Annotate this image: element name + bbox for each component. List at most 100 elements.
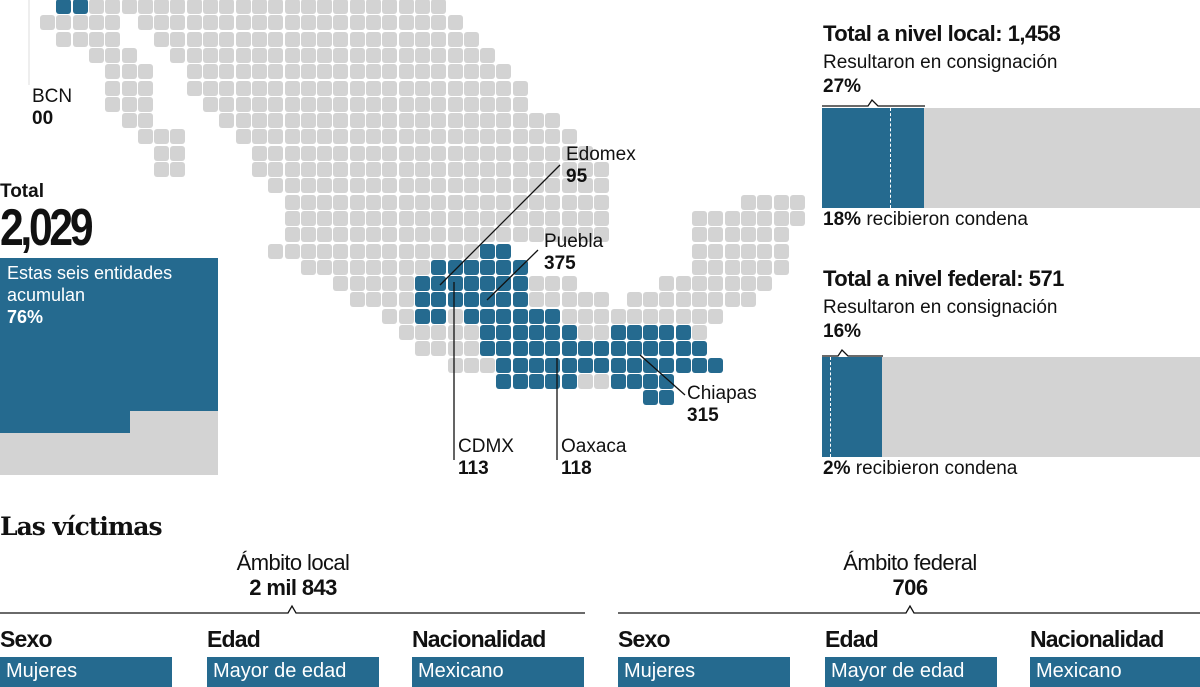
map-tile [268,80,284,96]
map-tile [235,15,251,31]
map-tile [349,129,365,145]
highlight-tile [659,390,675,406]
map-tile [300,31,316,47]
map-tile [268,162,284,177]
federal-consign-pct: 16% [823,321,862,342]
map-tile [496,194,512,210]
map-tile [203,47,218,63]
map-tile [577,308,593,324]
map-tile [56,31,72,47]
map-tile [235,47,251,63]
map-tile [757,227,773,243]
highlight-tile [431,308,447,324]
map-tile [349,47,365,63]
map-tile [251,15,267,31]
highlight-tile [496,373,512,389]
map-tile [692,259,707,275]
map-tile [349,64,365,80]
map-tile [512,113,528,129]
share-waffle: Estas seis entidades acumulan 76% [0,258,218,475]
local-consign-pct: 27% [823,76,862,97]
map-tile [529,210,544,226]
highlight-tile [643,390,659,406]
map-tile [203,80,218,96]
map-tile [740,243,756,259]
map-tile [317,80,333,96]
map-tile [692,292,707,308]
col-edad-local: Edad [207,626,261,652]
highlight-tile [414,276,430,292]
highlight-tile [692,357,707,373]
highlight-tile [512,373,528,389]
map-tile [692,308,707,324]
highlight-tile [480,276,496,292]
map-tile [529,162,544,177]
map-tile [235,129,251,145]
highlight-tile [463,259,479,275]
map-tile [740,276,756,292]
map-tile [382,47,398,63]
map-tile [480,210,496,226]
highlight-tile [480,259,496,275]
map-tile [219,0,235,14]
map-tile [284,15,300,31]
map-tile [398,80,414,96]
map-tile [349,113,365,129]
federal-sub: Resultaron en consignación [823,297,1058,318]
map-tile [284,243,300,259]
highlight-tile [561,357,577,373]
map-tile [300,80,316,96]
map-tile [317,178,333,194]
map-tile [170,0,186,14]
highlight-tile [561,373,577,389]
map-tile [626,292,642,308]
map-tile [349,194,365,210]
map-tile [447,162,463,177]
map-tile [692,276,707,292]
map-tile [561,145,577,161]
highlight-tile [512,292,528,308]
highlight-tile [626,373,642,389]
map-tile [317,113,333,129]
map-tile [284,210,300,226]
highlight-tile [594,341,610,357]
highlight-tile [561,341,577,357]
map-tile [447,357,463,373]
map-tile [154,145,170,161]
map-tile [251,162,267,177]
map-tile [561,210,577,226]
map-tile [382,227,398,243]
map-tile [447,341,463,357]
map-tile [137,0,153,14]
map-tile [382,243,398,259]
map-tile [382,129,398,145]
map-tile [317,259,333,275]
map-tile [349,243,365,259]
bar-mujeres-federal: Mujeres [618,657,790,687]
map-tile [561,178,577,194]
map-tile [284,162,300,177]
map-tile [382,31,398,47]
map-tile [317,145,333,161]
map-tile [577,373,593,389]
highlight-tile [463,308,479,324]
map-tile [447,325,463,340]
map-tile [496,113,512,129]
highlight-tile [431,292,447,308]
map-tile [480,194,496,210]
map-tile [317,96,333,112]
state-value: 00 [32,108,54,129]
map-tile [431,129,447,145]
map-tile [398,276,414,292]
highlight-tile [512,276,528,292]
map-tile [414,96,430,112]
map-tile [170,145,186,161]
map-tile [512,96,528,112]
map-tile [284,31,300,47]
map-tile [512,80,528,96]
map-tile [463,145,479,161]
highlight-tile [480,243,496,259]
map-tile [154,0,170,14]
map-tile [268,129,284,145]
map-tile [545,194,561,210]
